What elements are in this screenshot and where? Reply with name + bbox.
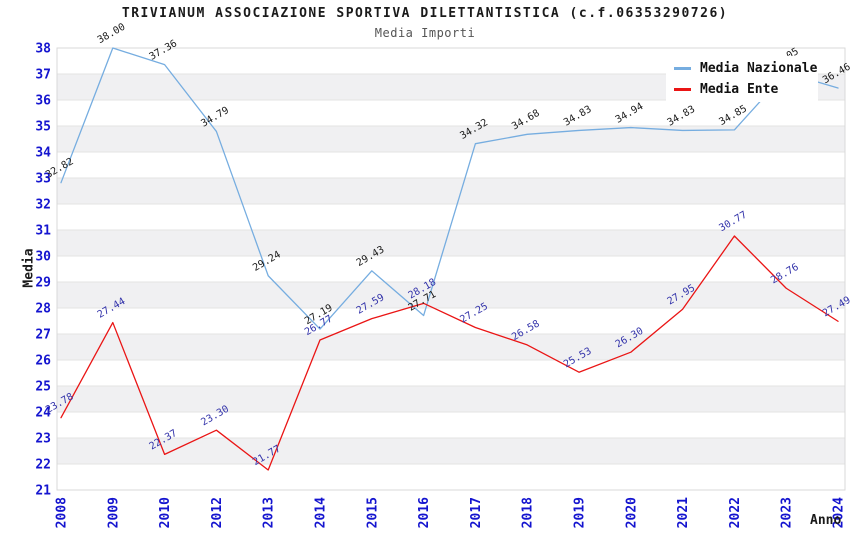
x-tick-label: 2009 — [106, 497, 121, 528]
x-tick-label: 2021 — [676, 497, 691, 528]
legend-item-media-nazionale: Media Nazionale — [674, 58, 818, 79]
chart-title: TRIVIANUM ASSOCIAZIONE SPORTIVA DILETTAN… — [121, 6, 729, 21]
y-tick-label: 25 — [35, 380, 51, 395]
y-tick-label: 28 — [35, 302, 51, 317]
chart-subtitle: Media Importi — [374, 26, 476, 40]
y-tick-label: 37 — [35, 68, 51, 83]
x-tick-label: 2015 — [365, 497, 380, 528]
plot-border — [56, 47, 846, 491]
x-tick-label: 2010 — [158, 497, 173, 528]
grid-band — [57, 334, 845, 360]
x-tick-label: 2020 — [624, 497, 639, 528]
legend-item-media-ente: Media Ente — [674, 79, 818, 100]
x-tick-label: 2018 — [521, 497, 536, 528]
x-tick-label: 2024 — [832, 497, 847, 528]
x-tick-label: 2019 — [573, 497, 588, 528]
x-tick-label: 2008 — [55, 497, 70, 528]
y-tick-label: 29 — [35, 276, 51, 291]
x-tick-label: 2016 — [417, 497, 432, 528]
y-tick-label: 34 — [35, 146, 51, 161]
ente-line-swatch — [674, 88, 691, 91]
y-tick-label: 27 — [35, 328, 51, 343]
legend: Media Nazionale Media Ente — [666, 56, 818, 102]
legend-label-media-nazionale: Media Nazionale — [700, 61, 818, 76]
grid-band — [57, 282, 845, 308]
y-tick-label: 26 — [35, 354, 51, 369]
y-tick-label: 35 — [35, 120, 51, 135]
y-tick-label: 38 — [35, 42, 51, 57]
series-line-media-nazionale — [60, 47, 839, 330]
x-tick-label: 2014 — [314, 497, 329, 528]
x-tick-label: 2012 — [210, 497, 225, 528]
grid-band — [57, 178, 845, 204]
x-tick-label: 2013 — [262, 497, 277, 528]
grid-band — [57, 438, 845, 464]
y-tick-label: 21 — [35, 484, 51, 499]
y-axis-title: Media — [21, 248, 37, 288]
y-tick-label: 32 — [35, 198, 51, 213]
y-tick-label: 22 — [35, 458, 51, 473]
y-tick-label: 30 — [35, 250, 51, 265]
legend-label-media-ente: Media Ente — [700, 82, 779, 97]
y-tick-label: 33 — [35, 172, 51, 187]
data-point-label: 38.00 — [96, 22, 128, 47]
plot-background — [57, 48, 845, 490]
x-tick-label: 2023 — [780, 497, 795, 528]
y-tick-label: 24 — [35, 406, 51, 421]
x-axis-title: Anno — [810, 513, 842, 528]
x-tick-label: 2017 — [469, 497, 484, 528]
x-tick-label: 2022 — [728, 497, 743, 528]
series-line-media-ente — [60, 235, 839, 471]
grid-band — [57, 386, 845, 412]
y-tick-label: 31 — [35, 224, 51, 239]
y-tick-label: 23 — [35, 432, 51, 447]
nazionale-line-swatch — [674, 67, 691, 70]
y-tick-label: 36 — [35, 94, 51, 109]
grid-band — [57, 230, 845, 256]
